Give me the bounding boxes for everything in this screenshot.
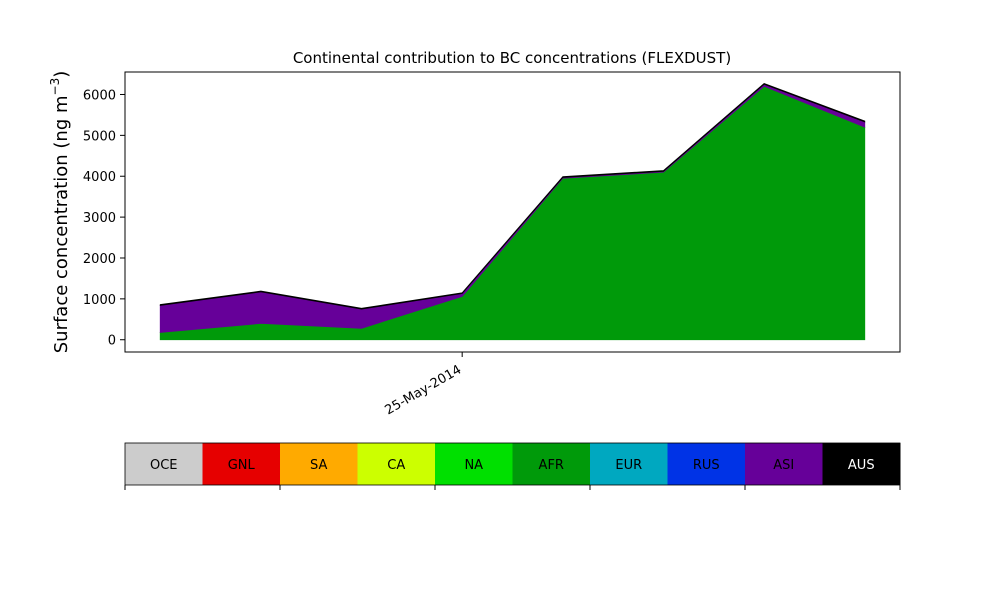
legend-item-na: NA [435,443,513,485]
x-axis: 25-May-2014 [382,352,464,418]
legend-swatch-afr [512,443,591,485]
legend-swatch-asi [745,443,823,485]
legend-item-sa: SA [280,443,358,485]
legend-swatch-eur [590,443,668,485]
chart-title: Continental contribution to BC concentra… [293,49,731,67]
y-tick-label-5000: 5000 [83,129,116,144]
legend-swatch-na [435,443,513,485]
stacked-areas [159,82,866,341]
legend-item-aus: AUS [822,443,901,485]
y-tick-label-6000: 6000 [83,88,116,103]
y-axis-label: Surface concentration (ng m−3) [48,71,72,354]
area-aus [159,82,866,310]
plot-frame [124,71,901,353]
legend-item-gnl: GNL [202,443,281,485]
y-tick-label-0: 0 [108,334,116,349]
legend-label-gnl: GNL [228,458,256,473]
legend-swatch-gnl [202,443,281,485]
legend-label-rus: RUS [693,458,720,473]
y-axis-label-main: Surface concentration (ng m [51,95,72,353]
y-axis: 0 1000 2000 3000 4000 5000 6000 [83,88,125,349]
legend-item-ca: CA [357,443,436,485]
legend-swatch-rus [667,443,746,485]
legend-label-ca: CA [387,458,405,473]
legend-swatch-sa [280,443,358,485]
y-tick-label-4000: 4000 [83,170,116,185]
color-legend: OCE GNL SA CA NA AFR EUR RUS ASI AUS [124,442,901,490]
y-axis-label-close: ) [51,71,72,78]
legend-label-eur: EUR [615,458,642,473]
legend-item-eur: EUR [590,443,668,485]
y-tick-label-1000: 1000 [83,293,116,308]
legend-label-afr: AFR [539,458,564,473]
legend-item-rus: RUS [667,443,746,485]
legend-label-aus: AUS [848,458,875,473]
legend-label-sa: SA [310,458,327,473]
y-tick-label-2000: 2000 [83,252,116,267]
legend-item-asi: ASI [745,443,823,485]
x-tick-label: 25-May-2014 [382,362,464,418]
y-axis-label-sup: −3 [48,78,62,96]
legend-swatch-aus [822,443,901,485]
legend-item-afr: AFR [512,443,591,485]
legend-item-oce: OCE [125,443,203,485]
legend-label-asi: ASI [773,458,794,473]
legend-label-oce: OCE [150,458,178,473]
legend-frame [124,442,901,486]
legend-swatch-oce [125,443,203,485]
y-tick-label-3000: 3000 [83,211,116,226]
y-axis-label-text: Surface concentration (ng m−3) [48,71,72,354]
legend-swatch-ca [357,443,436,485]
legend-label-na: NA [464,458,483,473]
